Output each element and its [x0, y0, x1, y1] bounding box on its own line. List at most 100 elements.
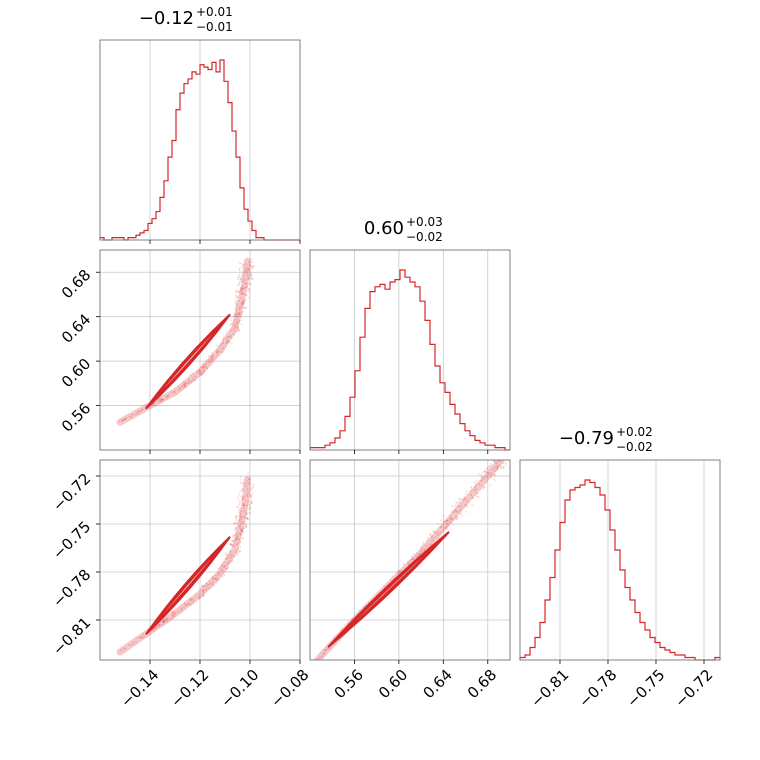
scatter-point: [230, 334, 233, 337]
scatter-point: [470, 494, 473, 497]
scatter-point: [462, 499, 464, 502]
scatter-point: [215, 578, 217, 581]
scatter-point: [181, 385, 184, 388]
scatter-point: [229, 329, 232, 332]
scatter-point: [171, 617, 174, 620]
scatter-point: [158, 625, 161, 627]
scatter-point: [184, 382, 187, 384]
scatter-point: [456, 516, 459, 519]
scatter-point: [210, 351, 213, 354]
scatter-point: [192, 601, 195, 603]
scatter-point: [244, 283, 247, 285]
scatter-point: [205, 589, 208, 592]
scatter-point: [231, 322, 233, 325]
scatter-point: [243, 481, 246, 484]
scatter-point: [185, 382, 188, 385]
scatter-point: [471, 496, 474, 499]
scatter-point: [202, 593, 205, 596]
scatter-point: [229, 336, 232, 339]
hist-panel-0: [99, 39, 301, 241]
scatter-point: [241, 537, 244, 540]
scatter-point: [431, 535, 434, 538]
scatter-point: [203, 365, 206, 368]
scatter-point: [238, 493, 240, 495]
scatter-point: [451, 505, 454, 507]
scatter-point: [448, 519, 451, 522]
x-tick-label: −0.81: [527, 666, 572, 711]
scatter-point: [202, 369, 205, 371]
scatter-point: [128, 644, 131, 647]
pair-content: [312, 460, 507, 660]
scatter-point: [233, 330, 236, 333]
scatter-point: [235, 318, 238, 321]
scatter-point: [243, 503, 246, 506]
scatter-point: [235, 303, 238, 305]
scatter-point: [249, 263, 252, 265]
scatter-point: [247, 288, 250, 291]
scatter-point: [228, 335, 230, 338]
scatter-point: [483, 486, 486, 489]
scatter-point: [234, 515, 237, 518]
scatter-point: [225, 341, 228, 343]
scatter-point: [490, 476, 493, 478]
scatter-point: [250, 494, 253, 497]
scatter-point: [235, 324, 238, 327]
scatter-point: [225, 567, 228, 570]
scatter-point: [236, 304, 239, 306]
scatter-point: [243, 517, 246, 519]
scatter-point: [456, 518, 458, 521]
scatter-point: [240, 479, 243, 481]
scatter-point: [216, 351, 218, 354]
scatter-point: [246, 500, 249, 503]
scatter-point: [240, 532, 243, 535]
scatter-point: [238, 283, 241, 286]
scatter-point: [238, 282, 241, 285]
scatter-point: [119, 649, 122, 652]
scatter-point: [250, 502, 253, 504]
scatter-point: [241, 287, 244, 290]
scatter-point: [162, 620, 164, 623]
scatter-point: [319, 655, 321, 658]
scatter-point: [470, 493, 472, 496]
scatter-point: [164, 620, 167, 623]
scatter-point: [463, 497, 466, 500]
scatter-point: [155, 626, 157, 629]
scatter-point: [140, 410, 143, 413]
scatter-point: [497, 465, 500, 468]
scatter-point: [237, 505, 240, 508]
scatter-point: [242, 303, 244, 305]
scatter-point: [236, 542, 239, 545]
scatter-point: [236, 515, 239, 518]
scatter-point: [209, 587, 211, 590]
scatter-point: [465, 505, 468, 508]
scatter-point: [139, 636, 142, 639]
title-value: −0.12: [139, 8, 194, 29]
scatter-point: [423, 548, 426, 551]
scatter-point: [202, 366, 204, 369]
scatter-point: [238, 313, 241, 316]
scatter-point: [233, 321, 236, 324]
scatter-point: [247, 482, 250, 485]
scatter-point: [322, 654, 325, 657]
scatter-point: [171, 611, 174, 614]
scatter-point: [226, 570, 228, 573]
scatter-point: [184, 382, 187, 385]
scatter-point: [249, 493, 252, 496]
scatter-point: [201, 584, 204, 587]
scatter-point: [177, 385, 180, 388]
scatter-point: [243, 299, 246, 302]
scatter-point: [217, 573, 220, 576]
scatter-point: [493, 474, 495, 476]
scatter-point: [252, 483, 255, 486]
scatter-point: [243, 293, 246, 296]
scatter-point: [213, 574, 216, 577]
scatter-point: [246, 517, 249, 520]
histogram-series: [309, 269, 510, 451]
title-plus-error: +0.03: [406, 215, 443, 229]
scatter-point: [209, 360, 212, 363]
scatter-point: [500, 466, 503, 469]
scatter-point: [240, 528, 243, 531]
scatter-point: [247, 499, 250, 502]
scatter-point: [239, 507, 241, 510]
scatter-point: [139, 636, 142, 639]
